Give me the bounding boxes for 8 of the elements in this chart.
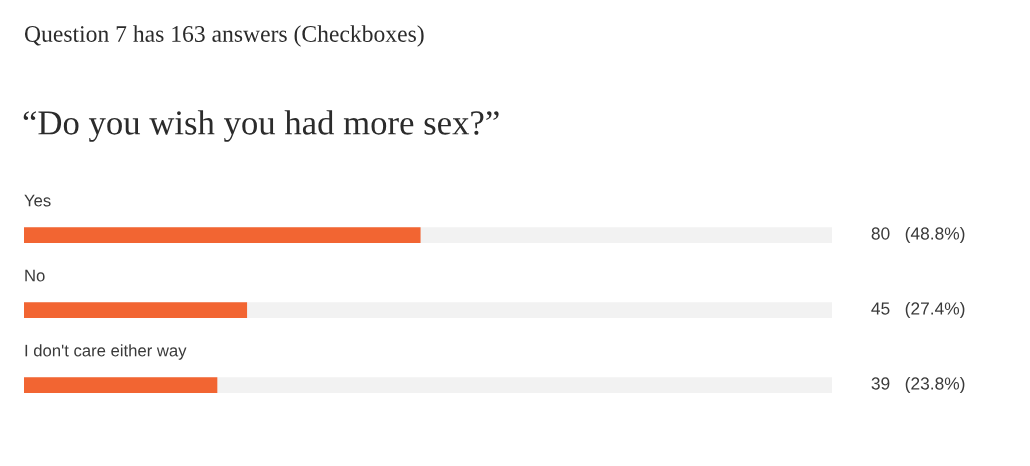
chart-subtitle: “Do you wish you had more sex?”	[23, 110, 499, 142]
y-tick-label: No	[25, 269, 45, 282]
y-tick-label: Yes	[24, 194, 51, 207]
data-label: 39 (23.8%)	[871, 376, 965, 394]
y-tick-label: I don't care either way	[25, 344, 187, 360]
data-label: 80 (48.8%)	[871, 226, 965, 244]
data-label: 45 (27.4%)	[871, 301, 965, 319]
chart-title: Question 7 has 163 answers (Checkboxes)	[24, 25, 424, 47]
